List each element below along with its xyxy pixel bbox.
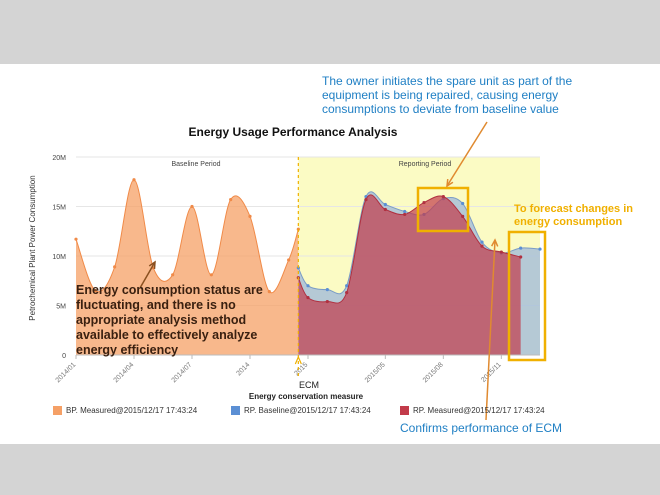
x-tick-label-1: 2014/04 [113, 361, 136, 384]
y-axis-label: Petrochemical Plant Power Consumption [28, 175, 37, 320]
legend-swatch-rp-baseline [231, 406, 240, 415]
arrow-fluctuating-head-icon [148, 260, 156, 270]
y-tick-label-2: 10M [52, 254, 66, 261]
reporting-period-label: Reporting Period [399, 161, 452, 168]
series-area-bp-measured [76, 179, 299, 355]
arrow-confirms-head-icon [490, 238, 499, 247]
x-tick-label-6: 2015/08 [422, 361, 445, 384]
point-rp-baseline-10 [480, 240, 484, 244]
point-rp-measured-3 [345, 291, 349, 295]
y-tick-label-0: 0 [62, 353, 66, 360]
point-rp-measured-7 [422, 200, 426, 205]
point-rp-measured-9 [461, 214, 465, 218]
point-rp-baseline-1 [306, 284, 310, 288]
point-rp-measured-4 [364, 197, 368, 202]
point-rp-measured-6 [403, 212, 407, 217]
x-tick-label-2: 2014/07 [171, 361, 194, 384]
point-rp-baseline-12 [519, 246, 523, 250]
highlight-box-spare-unit [416, 186, 470, 233]
y-tick-label-3: 15M [52, 205, 66, 212]
legend-label-rp-baseline: RP. Baseline@2015/12/17 17:43:24 [244, 406, 371, 415]
point-rp-measured-2 [325, 299, 329, 304]
legend-label-rp-measured: RP. Measured@2015/12/17 17:43:24 [413, 406, 545, 415]
legend-swatch-rp-measured [400, 406, 409, 415]
legend-label-bp-measured: BP. Measured@2015/12/17 17:43:24 [66, 406, 198, 415]
highlight-box-forecast [507, 230, 547, 362]
point-bp-measured-10 [267, 290, 271, 294]
legend-swatch-bp-measured [53, 406, 62, 415]
x-tick-label-7: 2015/11 [480, 361, 503, 384]
series-area-rp-measured [298, 194, 521, 355]
point-rp-baseline-9 [461, 201, 465, 206]
point-rp-measured-5 [383, 207, 387, 212]
y-tick-label-4: 20M [52, 155, 66, 162]
annotation-confirms: Confirms performance of ECM [400, 421, 563, 435]
point-bp-measured-0 [74, 237, 78, 241]
point-rp-baseline-6 [403, 209, 407, 214]
annotation-fluctuating: Energy consumption status are fluctuatin… [76, 283, 263, 357]
baseline-period-label: Baseline Period [171, 161, 220, 168]
point-bp-measured-11 [287, 258, 291, 262]
arrow-fluctuating-line [139, 261, 156, 289]
top-band [0, 0, 660, 64]
annotation-spare-unit: The owner initiates the spare unit as pa… [322, 74, 573, 116]
point-bp-measured-6 [190, 204, 194, 209]
x-tick-label-5: 2015/05 [364, 361, 387, 384]
point-bp-measured-8 [229, 197, 233, 202]
annotation-forecast: To forecast changes in energy consumptio… [514, 203, 633, 228]
point-bp-measured-9 [248, 214, 252, 218]
point-rp-measured-12 [519, 255, 523, 259]
x-tick-label-0: 2014/01 [55, 361, 78, 384]
x-tick-label-3: 2014 [235, 361, 251, 377]
arrow-spare-unit-head-icon [446, 178, 454, 188]
point-rp-measured-8 [441, 195, 445, 199]
point-bp-measured-1 [93, 289, 97, 293]
point-rp-baseline-3 [345, 284, 349, 288]
y-tick-label-1: 5M [56, 304, 66, 311]
bottom-band [0, 444, 660, 495]
point-bp-measured-3 [132, 178, 136, 182]
point-bp-measured-5 [171, 273, 175, 277]
point-rp-baseline-5 [383, 202, 387, 207]
ecm-label: ECM [299, 380, 319, 390]
arrow-confirms-line [485, 239, 496, 421]
chart-title: Energy Usage Performance Analysis [189, 125, 398, 139]
point-bp-measured-2 [113, 265, 117, 269]
point-rp-measured-11 [499, 250, 503, 254]
x-axis-label: Energy conservation measure [249, 392, 364, 401]
point-rp-baseline-2 [325, 288, 329, 292]
point-rp-measured-10 [480, 244, 484, 248]
ecm-arrow-icon [294, 355, 302, 365]
arrow-spare-unit-line [446, 121, 488, 187]
point-rp-measured-1 [306, 295, 310, 300]
point-bp-measured-7 [209, 273, 213, 277]
point-rp-baseline-13 [538, 247, 542, 251]
